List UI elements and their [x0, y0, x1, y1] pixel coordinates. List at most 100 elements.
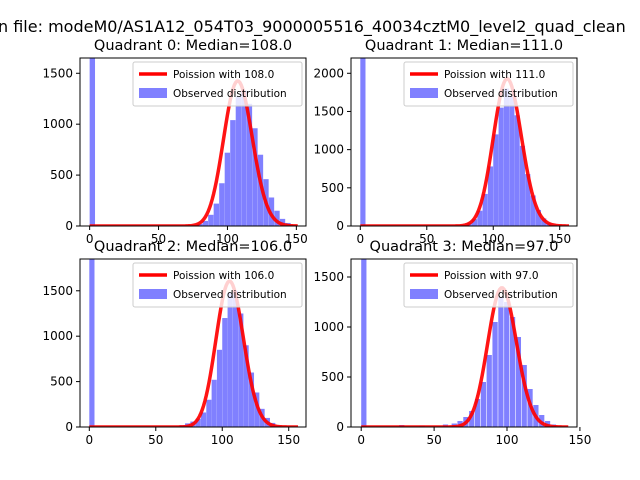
x-tick-label: 50 [148, 433, 163, 447]
histogram-bar [486, 355, 492, 427]
legend-observed-swatch [139, 289, 167, 299]
x-tick-label: 150 [285, 232, 308, 246]
legend-observed-label: Observed distribution [444, 289, 558, 301]
x-tick-label: 50 [426, 433, 441, 447]
histogram-bar [509, 317, 516, 427]
y-tick-label: 500 [321, 370, 344, 384]
poisson-fit-line [360, 286, 569, 427]
chart-quadrant-3: Quadrant 3: Median=97.00 50 100 15005001000… [313, 239, 591, 447]
histogram-bar [219, 183, 225, 226]
legend-observed-label: Observed distribution [173, 88, 287, 100]
histogram-bar [274, 210, 280, 226]
y-tick-label: 1500 [42, 284, 73, 298]
histogram-bar [521, 365, 527, 427]
legend: Poission with 111.0 Observed distribution [403, 61, 574, 107]
legend-box [132, 61, 303, 107]
y-tick-label: 1500 [313, 104, 344, 118]
histogram-bar [232, 290, 239, 427]
histogram-bar [498, 107, 504, 226]
histogram-bar [89, 259, 95, 427]
histogram-bar [469, 411, 475, 427]
histogram-bar [224, 152, 231, 226]
x-tick-label: 0 [86, 232, 94, 246]
legend-fit-label: Poission with 97.0 [444, 270, 539, 282]
legend-observed-label: Observed distribution [173, 289, 287, 301]
histogram-bar [243, 345, 249, 427]
histogram-bar [206, 399, 212, 427]
legend-fit-label: Poission with 106.0 [173, 270, 274, 282]
histogram-bar [216, 349, 223, 427]
poisson-fit-line [89, 79, 299, 226]
figure-title: n file: modeM0/AS1A12_054T03_9000005516_… [0, 17, 626, 37]
y-tick-label: 1000 [42, 329, 73, 343]
histogram-bar [492, 322, 498, 427]
histogram-bar [211, 379, 217, 427]
chart-quadrant-1: Quadrant 1: Median=111.00 50 100 1500500100… [313, 38, 578, 246]
plot-area [360, 259, 569, 427]
histogram-bar [525, 174, 531, 226]
x-tick-label: 100 [482, 232, 505, 246]
legend-box [132, 262, 303, 308]
y-tick-label: 0 [65, 219, 73, 233]
histogram-bar [279, 218, 286, 226]
axes-frame [350, 57, 578, 227]
histogram-bar [257, 154, 264, 226]
chart-title: Quadrant 3: Median=97.0 [370, 239, 559, 255]
histogram-bar [230, 120, 236, 226]
histogram-bar [498, 297, 504, 427]
histogram-bar [519, 145, 526, 226]
histogram-bar [227, 292, 233, 427]
x-tick-label: 100 [496, 433, 519, 447]
histogram-bar [246, 103, 253, 226]
histogram-bar [493, 134, 499, 226]
histogram-bar [208, 214, 214, 226]
histogram-bar [471, 219, 478, 226]
x-tick-label: 150 [277, 433, 300, 447]
legend-box [403, 61, 574, 107]
legend: Poission with 108.0 Observed distribution [132, 61, 303, 107]
histogram-bar [202, 220, 209, 226]
x-tick-label: 100 [211, 433, 234, 447]
chart-title: Quadrant 0: Median=108.0 [94, 38, 292, 54]
chart-quadrant-2: Quadrant 2: Median=106.00 50 100 1500500100… [42, 239, 307, 447]
legend: Poission with 106.0 Observed distribution [132, 262, 303, 308]
x-tick-label: 100 [216, 232, 239, 246]
axes-frame [350, 258, 578, 428]
legend-fit-label: Poission with 108.0 [173, 69, 274, 81]
y-tick-label: 1000 [42, 117, 73, 131]
y-tick-label: 1000 [313, 143, 344, 157]
chart-quadrant-0: Quadrant 0: Median=108.00 50 100 1500500100… [42, 38, 307, 246]
y-tick-label: 0 [65, 420, 73, 434]
x-tick-label: 0 [357, 433, 365, 447]
histogram-bar [487, 166, 494, 226]
histogram-bar [252, 128, 258, 226]
y-tick-label: 1000 [313, 320, 344, 334]
histogram-bar [503, 88, 510, 226]
plot-area [88, 259, 299, 427]
y-tick-label: 0 [336, 219, 344, 233]
legend: Poission with 97.0 Observed distribution [403, 262, 574, 308]
y-tick-label: 1500 [42, 66, 73, 80]
histogram-bar [360, 58, 366, 226]
x-tick-label: 50 [419, 232, 434, 246]
y-tick-label: 500 [50, 375, 73, 389]
chart-title: Quadrant 1: Median=111.0 [365, 38, 563, 54]
x-tick-label: 150 [568, 433, 591, 447]
legend-observed-label: Observed distribution [444, 88, 558, 100]
x-tick-label: 50 [151, 232, 166, 246]
legend-fit-label: Poission with 111.0 [444, 69, 545, 81]
histogram-bar [89, 58, 96, 226]
histogram-bar [241, 90, 247, 226]
histogram-bar [238, 313, 244, 427]
legend-observed-swatch [139, 88, 167, 98]
legend-observed-swatch [410, 88, 438, 98]
x-tick-label: 0 [356, 232, 364, 246]
histogram-bar [514, 115, 520, 226]
plot-area [359, 58, 570, 226]
histogram-bar [195, 418, 201, 427]
plot-area [89, 58, 299, 226]
histogram-bar [474, 399, 481, 427]
y-tick-label: 500 [50, 168, 73, 182]
histogram-bar [248, 372, 255, 427]
